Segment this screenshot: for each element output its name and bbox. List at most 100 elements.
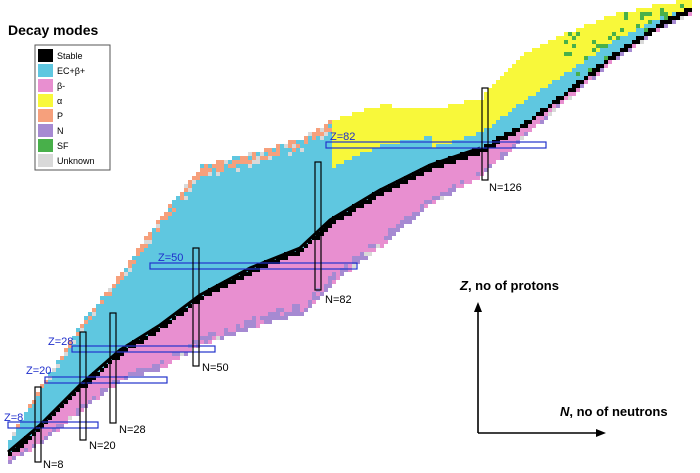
nuclide-cell [216, 312, 220, 316]
nuclide-cell [272, 276, 276, 280]
nuclide-cell [224, 176, 228, 180]
nuclide-cell [368, 124, 372, 128]
nuclide-cell [172, 336, 176, 340]
nuclide-cell [288, 148, 292, 152]
nuclide-cell [356, 152, 360, 156]
nuclide-cell [48, 416, 52, 420]
nuclide-cell [440, 124, 444, 128]
nuclide-cell [156, 356, 160, 360]
nuclide-cell [408, 196, 412, 200]
nuclide-cell [396, 152, 400, 156]
nuclide-cell [24, 432, 28, 436]
nuclide-cell [592, 60, 596, 64]
nuclide-cell [232, 216, 236, 220]
nuclide-cell [220, 336, 224, 340]
nuclide-cell [416, 136, 420, 140]
nuclide-cell [336, 264, 340, 268]
nuclide-cell [524, 132, 528, 136]
nuclide-cell [128, 304, 132, 308]
nuclide-cell [200, 268, 204, 272]
nuclide-cell [628, 24, 632, 28]
nuclide-cell [136, 320, 140, 324]
nuclide-cell [184, 292, 188, 296]
nuclide-cell [544, 72, 548, 76]
nuclide-cell [232, 260, 236, 264]
nuclide-cell [288, 268, 292, 272]
nuclide-cell [276, 196, 280, 200]
nuclide-cell [684, 12, 688, 16]
nuclide-cell [276, 240, 280, 244]
nuclide-cell [468, 100, 472, 104]
nuclide-cell [432, 152, 436, 156]
nuclide-cell [100, 300, 104, 304]
nuclide-cell [216, 184, 220, 188]
nuclide-cell [292, 176, 296, 180]
nuclide-cell [32, 432, 36, 436]
nuclide-cell [88, 364, 92, 368]
nuclide-cell [544, 104, 548, 108]
nuclide-cell [644, 24, 648, 28]
nuclide-cell [248, 248, 252, 252]
nuclide-cell [388, 232, 392, 236]
nuclide-cell [452, 152, 456, 156]
nuclide-cell [484, 96, 488, 100]
nuclide-cell [148, 240, 152, 244]
nuclide-cell [408, 184, 412, 188]
nuclide-cell [340, 180, 344, 184]
nuclide-cell [284, 272, 288, 276]
nuclide-cell [196, 244, 200, 248]
nuclide-cell [616, 12, 620, 16]
nuclide-cell [316, 244, 320, 248]
nuclide-cell [340, 236, 344, 240]
nuclide-cell [52, 404, 56, 408]
nuclide-cell [580, 28, 584, 32]
nuclide-cell [644, 8, 648, 12]
nuclide-cell [296, 152, 300, 156]
nuclide-cell [352, 116, 356, 120]
nuclide-cell [216, 212, 220, 216]
nuclide-cell [368, 168, 372, 172]
nuclide-cell [452, 132, 456, 136]
nuclide-cell [312, 148, 316, 152]
nuclide-cell [264, 248, 268, 252]
nuclide-cell [560, 36, 564, 40]
nuclide-cell [136, 276, 140, 280]
nuclide-cell [544, 48, 548, 52]
nuclide-cell [580, 32, 584, 36]
nuclide-cell [328, 196, 332, 200]
n-label-20: N=20 [89, 440, 116, 452]
nuclide-cell [564, 72, 568, 76]
nuclide-cell [176, 204, 180, 208]
nuclide-cell [552, 104, 556, 108]
nuclide-cell [336, 128, 340, 132]
nuclide-cell [76, 364, 80, 368]
nuclide-cell [648, 32, 652, 36]
nuclide-cell [392, 208, 396, 212]
nuclide-cell [500, 156, 504, 160]
nuclide-cell [16, 432, 20, 436]
nuclide-cell [272, 292, 276, 296]
nuclide-cell [332, 212, 336, 216]
nuclide-cell [604, 40, 608, 44]
nuclide-cell [280, 284, 284, 288]
nuclide-cell [384, 188, 388, 192]
nuclide-cell [428, 196, 432, 200]
nuclide-cell [148, 336, 152, 340]
nuclide-cell [92, 316, 96, 320]
nuclide-cell [384, 200, 388, 204]
nuclide-cell [124, 296, 128, 300]
nuclide-cell [300, 224, 304, 228]
nuclide-cell [152, 308, 156, 312]
nuclide-cell [76, 352, 80, 356]
nuclide-cell [376, 196, 380, 200]
nuclide-cell [160, 228, 164, 232]
nuclide-cell [232, 328, 236, 332]
nuclide-cell [32, 400, 36, 404]
nuclide-cell [308, 172, 312, 176]
nuclide-cell [592, 64, 596, 68]
proton-magic-box-2 [71, 345, 216, 353]
nuclide-cell [300, 272, 304, 276]
nuclide-cell [336, 132, 340, 136]
nuclide-cell [424, 124, 428, 128]
nuclide-cell [400, 164, 404, 168]
